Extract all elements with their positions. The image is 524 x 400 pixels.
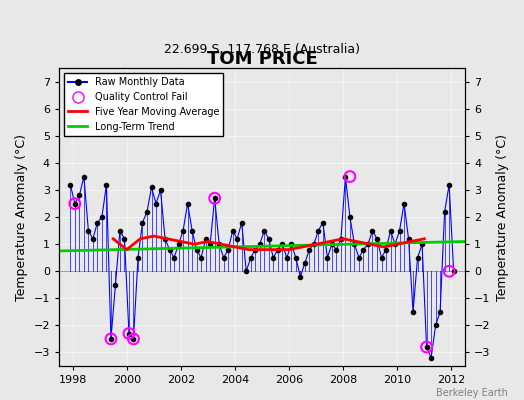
Text: Berkeley Earth: Berkeley Earth [436,388,508,398]
Five Year Moving Average [313,242,319,247]
Five Year Moving Average [354,239,360,244]
Five Year Moving Average [367,242,374,247]
Text: 22.699 S, 117.768 E (Australia): 22.699 S, 117.768 E (Australia) [164,44,360,56]
Five Year Moving Average [205,239,211,244]
Quality Control Fail [71,200,79,207]
Five Year Moving Average [178,239,184,244]
Five Year Moving Average [259,247,265,252]
Line: Five Year Moving Average: Five Year Moving Average [113,236,424,250]
Five Year Moving Average [137,236,144,241]
Five Year Moving Average [110,236,116,241]
Quality Control Fail [211,195,219,202]
Raw Monthly Data [365,242,371,247]
Y-axis label: Temperature Anomaly (°C): Temperature Anomaly (°C) [15,134,28,301]
Line: Raw Monthly Data: Raw Monthly Data [68,174,456,360]
Five Year Moving Average [164,236,170,241]
Five Year Moving Average [408,239,414,244]
Five Year Moving Average [394,242,400,247]
Quality Control Fail [422,344,431,350]
Five Year Moving Average [326,239,333,244]
Raw Monthly Data [257,242,263,247]
Five Year Moving Average [299,244,305,249]
Five Year Moving Average [380,244,387,249]
Legend: Raw Monthly Data, Quality Control Fail, Five Year Moving Average, Long-Term Tren: Raw Monthly Data, Quality Control Fail, … [64,73,223,136]
Raw Monthly Data [396,228,402,233]
Five Year Moving Average [191,242,198,247]
Raw Monthly Data [451,269,457,274]
Five Year Moving Average [219,242,225,247]
Title: TOM PRICE: TOM PRICE [206,50,318,68]
Quality Control Fail [125,330,133,337]
Raw Monthly Data [90,236,96,241]
Quality Control Fail [346,173,354,180]
Quality Control Fail [445,268,453,274]
Raw Monthly Data [67,182,73,187]
Quality Control Fail [107,336,115,342]
Five Year Moving Average [272,247,279,252]
Five Year Moving Average [286,247,292,252]
Raw Monthly Data [76,193,82,198]
Five Year Moving Average [245,247,252,252]
Five Year Moving Average [124,247,130,252]
Five Year Moving Average [150,234,157,238]
Raw Monthly Data [428,356,434,360]
Y-axis label: Temperature Anomaly (°C): Temperature Anomaly (°C) [496,134,509,301]
Raw Monthly Data [81,174,87,179]
Five Year Moving Average [340,236,346,241]
Quality Control Fail [129,336,138,342]
Five Year Moving Average [232,244,238,249]
Raw Monthly Data [112,282,118,287]
Five Year Moving Average [421,236,428,241]
